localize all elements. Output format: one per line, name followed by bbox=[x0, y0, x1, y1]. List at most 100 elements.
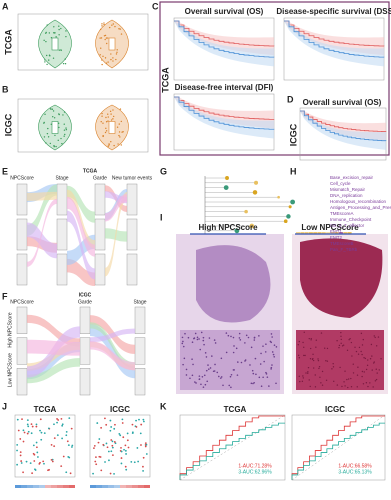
point bbox=[116, 51, 118, 54]
point bbox=[106, 42, 108, 45]
point bbox=[111, 440, 114, 443]
nucleus bbox=[369, 358, 372, 360]
point bbox=[142, 420, 145, 423]
nucleus bbox=[187, 336, 190, 339]
nucleus bbox=[271, 364, 273, 366]
nucleus bbox=[354, 346, 356, 348]
point bbox=[45, 40, 47, 43]
nucleus bbox=[191, 341, 194, 344]
dot bbox=[286, 214, 291, 219]
point bbox=[42, 460, 45, 463]
stratum bbox=[94, 183, 106, 216]
nucleus bbox=[298, 357, 301, 359]
stratum bbox=[16, 368, 28, 396]
stratum bbox=[56, 218, 68, 251]
flow bbox=[90, 322, 135, 369]
nucleus bbox=[318, 367, 320, 370]
point bbox=[104, 417, 106, 420]
axis-label: Stage bbox=[133, 299, 146, 305]
nucleus bbox=[372, 386, 374, 388]
point bbox=[66, 440, 69, 443]
point bbox=[48, 32, 51, 34]
point bbox=[110, 113, 112, 115]
nucleus bbox=[265, 373, 268, 375]
nucleus bbox=[208, 337, 211, 339]
dot bbox=[234, 228, 240, 234]
nucleus bbox=[367, 359, 369, 361]
point bbox=[113, 441, 116, 443]
nucleus bbox=[344, 385, 346, 387]
nucleus bbox=[298, 340, 301, 343]
stratum bbox=[16, 306, 28, 334]
point bbox=[104, 57, 107, 59]
point bbox=[63, 123, 65, 125]
color-bar bbox=[144, 485, 150, 488]
nucleus bbox=[214, 363, 216, 366]
plot-frame bbox=[89, 414, 151, 478]
nucleus bbox=[361, 370, 364, 373]
nucleus bbox=[216, 371, 219, 374]
point bbox=[142, 465, 144, 468]
nucleus bbox=[204, 352, 207, 354]
dot bbox=[283, 219, 288, 224]
point bbox=[16, 463, 19, 466]
nucleus bbox=[238, 332, 241, 335]
nucleus bbox=[369, 382, 371, 384]
nucleus bbox=[338, 346, 340, 349]
nucleus bbox=[258, 335, 260, 337]
point bbox=[136, 447, 139, 449]
point bbox=[102, 134, 104, 137]
point bbox=[105, 37, 108, 39]
ci-band bbox=[300, 111, 386, 150]
nucleus bbox=[377, 336, 380, 338]
nucleus bbox=[361, 353, 363, 356]
km-curve bbox=[300, 110, 387, 142]
stratum bbox=[134, 368, 146, 396]
nucleus bbox=[182, 340, 184, 343]
point bbox=[53, 145, 55, 148]
nucleus bbox=[230, 335, 232, 338]
point bbox=[61, 424, 64, 427]
roc-curve bbox=[179, 422, 285, 480]
pathway-label: Pan_F_TBRb bbox=[330, 247, 358, 252]
nucleus bbox=[308, 379, 310, 381]
point bbox=[124, 465, 127, 468]
color-bar bbox=[114, 485, 120, 488]
point bbox=[43, 136, 46, 138]
axis-label: NPCScore bbox=[10, 299, 34, 305]
nucleus bbox=[307, 372, 309, 374]
nucleus bbox=[271, 336, 273, 338]
axis-label: NPCScore bbox=[10, 175, 34, 181]
km-curve bbox=[284, 20, 385, 58]
nucleus bbox=[185, 368, 188, 371]
nucleus bbox=[303, 354, 305, 357]
nucleus bbox=[263, 360, 265, 363]
stratum bbox=[16, 183, 28, 216]
nucleus bbox=[336, 384, 339, 386]
pathway-label: EMT2 bbox=[330, 235, 342, 240]
point bbox=[109, 110, 112, 113]
point bbox=[112, 57, 114, 59]
point bbox=[127, 446, 130, 449]
nucleus bbox=[371, 369, 373, 371]
image-title: High NPCScore bbox=[198, 223, 258, 232]
point bbox=[125, 468, 128, 471]
nucleus bbox=[324, 347, 326, 349]
point bbox=[27, 430, 30, 433]
nucleus bbox=[212, 370, 215, 373]
point bbox=[101, 63, 103, 66]
nucleus bbox=[255, 373, 257, 376]
point bbox=[58, 25, 60, 27]
point bbox=[135, 419, 137, 422]
panel-title: TCGA bbox=[83, 168, 98, 174]
point bbox=[105, 127, 107, 130]
nucleus bbox=[191, 358, 193, 360]
point bbox=[44, 113, 46, 116]
nucleus bbox=[209, 367, 212, 369]
color-bar bbox=[126, 485, 132, 488]
point bbox=[64, 63, 67, 65]
nucleus bbox=[258, 376, 261, 379]
pathway-label: Immune_Checkpoint bbox=[330, 217, 372, 222]
point bbox=[114, 423, 116, 426]
point bbox=[23, 431, 26, 434]
